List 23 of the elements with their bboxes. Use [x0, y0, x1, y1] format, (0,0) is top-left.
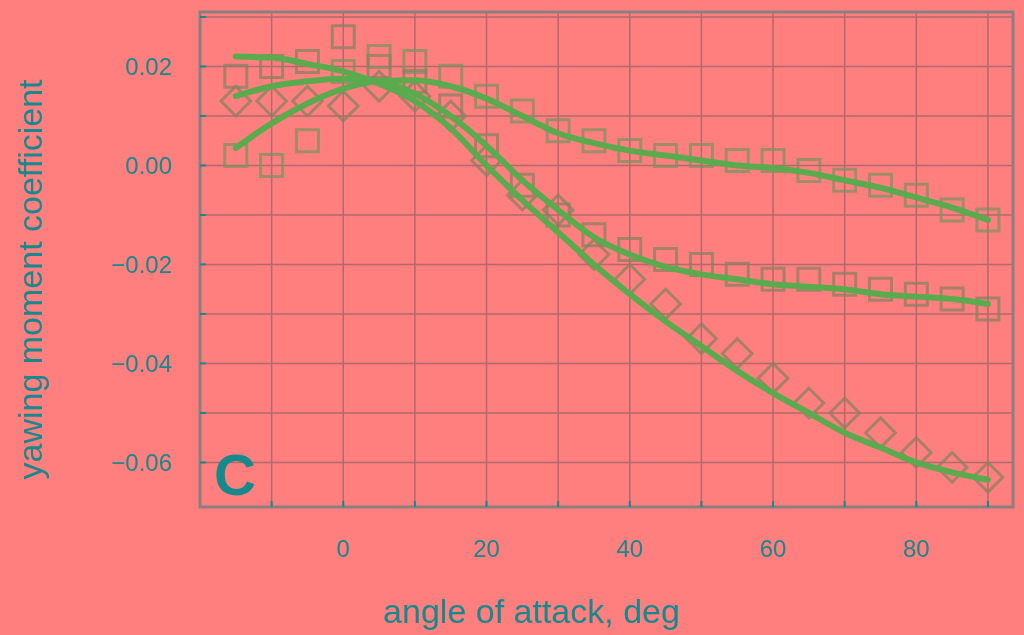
point — [975, 296, 1001, 322]
point — [828, 396, 862, 430]
x-tick-label: 0 — [336, 535, 350, 562]
point — [330, 24, 356, 50]
point — [294, 128, 320, 154]
x-tick-label: 80 — [902, 535, 930, 562]
point — [366, 53, 392, 79]
y-tick-label: −0.04 — [111, 349, 172, 377]
point — [223, 63, 249, 89]
y-tick-label: −0.02 — [111, 250, 172, 278]
x-axis-title: angle of attack, deg — [383, 592, 680, 630]
point — [326, 89, 360, 123]
point — [259, 152, 285, 178]
x-tick-label: 40 — [616, 535, 644, 562]
x-tick-label: 20 — [473, 535, 500, 562]
point — [975, 207, 1001, 233]
y-axis-title: yawing moment coefficient — [11, 78, 49, 480]
point — [219, 84, 253, 118]
annotation: C — [214, 442, 256, 507]
x-tick-label: 60 — [759, 535, 787, 562]
y-tick-label: −0.06 — [111, 448, 172, 476]
y-tick-label: 0.00 — [125, 151, 172, 179]
y-tick-label: 0.02 — [125, 52, 172, 80]
